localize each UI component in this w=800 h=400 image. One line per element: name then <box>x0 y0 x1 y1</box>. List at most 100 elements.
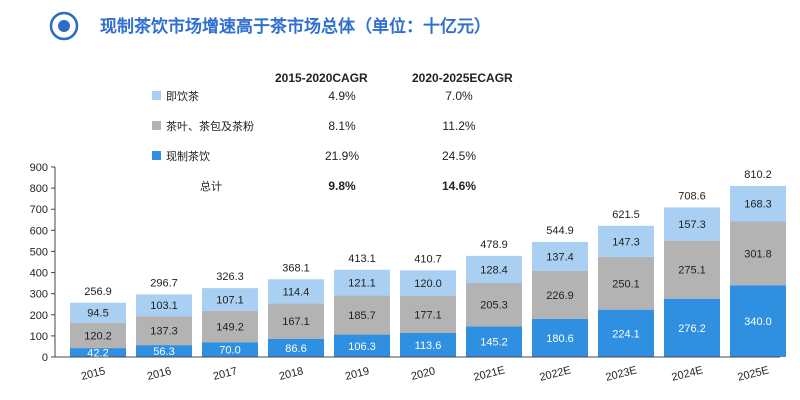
x-tick-label: 2021E <box>472 364 506 383</box>
legend-label: 茶叶、茶包及茶粉 <box>166 120 254 133</box>
bar-segment <box>664 207 720 241</box>
bar-value-label: 224.1 <box>612 328 640 340</box>
bar-total-label: 296.7 <box>150 277 178 289</box>
bar-value-label: 137.3 <box>150 326 178 338</box>
bar-value-label: 106.3 <box>348 341 376 353</box>
bar-segment <box>532 270 588 319</box>
bar-value-label: 120.2 <box>84 330 112 342</box>
x-tick-label: 2022E <box>538 364 572 383</box>
bar-total-label: 621.5 <box>612 209 640 221</box>
y-tick-label: 300 <box>30 289 48 301</box>
x-tick-label: 2020 <box>410 365 437 383</box>
bar-segment <box>400 333 456 357</box>
bar-segment <box>466 283 522 327</box>
bar-segment <box>136 345 192 357</box>
bar-value-label: 177.1 <box>414 309 442 321</box>
total-label: 总计 <box>200 179 222 193</box>
bar-segment <box>532 241 588 271</box>
bar-total-label: 544.9 <box>546 225 574 237</box>
header: 现制茶饮市场增速高于茶市场总体（单位：十亿元） <box>49 11 491 41</box>
bar-value-label: 157.3 <box>678 219 706 231</box>
bar-segment <box>400 270 456 296</box>
bar-segment <box>268 303 324 339</box>
bar-segment <box>598 256 654 310</box>
legend-swatch <box>152 121 161 130</box>
bar-total-label: 810.2 <box>744 169 772 181</box>
cagr-value-2020-2025: 24.5% <box>442 149 476 163</box>
bar-value-label: 128.4 <box>480 264 508 276</box>
bar-segment <box>400 295 456 334</box>
y-tick-label: 0 <box>42 352 48 364</box>
bar-value-label: 114.4 <box>283 286 310 298</box>
bar-value-label: 103.1 <box>150 300 178 312</box>
bar-value-label: 340.0 <box>744 316 772 328</box>
bar-segment <box>334 334 390 357</box>
legend-swatch <box>152 91 161 100</box>
bar-segment <box>70 322 126 349</box>
y-axis: 0 100 200 300 400 500 600 700 800 900 <box>30 162 56 364</box>
bar-segment <box>730 221 786 286</box>
bar-value-label: 275.1 <box>678 265 706 277</box>
bar-value-label: 145.2 <box>480 337 508 349</box>
x-tick-label: 2024E <box>670 364 704 383</box>
bar-value-label: 86.6 <box>285 343 306 355</box>
y-tick-label: 100 <box>30 331 48 343</box>
chart-title: 现制茶饮市场增速高于茶市场总体（单位：十亿元） <box>100 16 491 37</box>
x-tick-label: 2025E <box>736 364 770 383</box>
bar-value-label: 301.8 <box>744 248 772 260</box>
bar-total-label: 478.9 <box>480 239 508 251</box>
bar-segment <box>334 295 390 335</box>
bar-value-label: 147.3 <box>612 236 640 248</box>
cagr-header-2015-2020: 2015-2020CAGR <box>275 71 368 85</box>
bar-segment <box>334 269 390 296</box>
legend-label: 现制茶饮 <box>166 150 210 163</box>
bar-value-label: 107.1 <box>216 294 244 306</box>
bar-value-label: 180.6 <box>546 333 574 345</box>
bar-segment <box>466 326 522 357</box>
total-cagr-2020-2025: 14.6% <box>442 179 476 193</box>
bar-value-label: 205.3 <box>480 300 508 312</box>
bars: 42.2 120.2 94.5 256.9 56.3 137.3 103.1 296.7 70.… <box>70 169 786 360</box>
bar-segment <box>70 348 126 357</box>
bar-total-label: 410.7 <box>414 253 442 265</box>
bar-value-label: 137.4 <box>546 251 574 263</box>
bar-segment <box>664 240 720 299</box>
bar-segment <box>70 302 126 323</box>
bar-segment <box>268 279 324 304</box>
bullet-ring-icon <box>49 11 79 41</box>
bullet-dot-icon <box>58 20 70 32</box>
cagr-value-2015-2020: 8.1% <box>328 119 356 133</box>
x-tick-label: 2017 <box>212 365 239 383</box>
bar-value-label: 70.0 <box>219 345 240 357</box>
bar-total-label: 708.6 <box>678 190 706 202</box>
bar-value-label: 185.7 <box>348 310 376 322</box>
legend: 即饮茶 4.9% 7.0% 茶叶、茶包及茶粉 8.1% 11.2% 现制茶饮 21.9% 24.… <box>152 89 476 163</box>
bar-total-label: 368.1 <box>282 262 310 274</box>
y-tick-label: 400 <box>30 268 48 280</box>
cagr-value-2015-2020: 4.9% <box>328 89 356 103</box>
y-tick-label: 900 <box>30 162 48 174</box>
y-tick-label: 800 <box>30 183 48 195</box>
bar-total-label: 326.3 <box>216 271 244 283</box>
y-tick-label: 200 <box>30 310 48 322</box>
cagr-value-2020-2025: 11.2% <box>442 119 475 133</box>
bar-segment <box>598 309 654 357</box>
bar-value-label: 113.6 <box>415 340 442 352</box>
bar-segment <box>598 225 654 257</box>
bar-value-label: 121.1 <box>348 278 376 290</box>
bar-segment <box>136 294 192 317</box>
bar-value-label: 276.2 <box>678 323 706 335</box>
y-tick-label: 700 <box>30 204 48 216</box>
x-tick-label: 2018 <box>278 365 305 383</box>
bar-value-label: 226.9 <box>546 290 574 302</box>
x-axis: 2015 2016 2017 2018 2019 2020 2021E 2022E 2023E 2… <box>55 356 780 384</box>
bar-segment <box>202 310 258 343</box>
total-cagr-2015-2020: 9.8% <box>328 179 356 193</box>
x-tick-label: 2016 <box>146 365 173 383</box>
x-tick-label: 2023E <box>604 364 638 383</box>
bar-value-label: 250.1 <box>612 278 640 290</box>
bar-segment <box>532 318 588 357</box>
legend-label: 即饮茶 <box>166 90 199 103</box>
bar-value-label: 56.3 <box>153 346 174 358</box>
